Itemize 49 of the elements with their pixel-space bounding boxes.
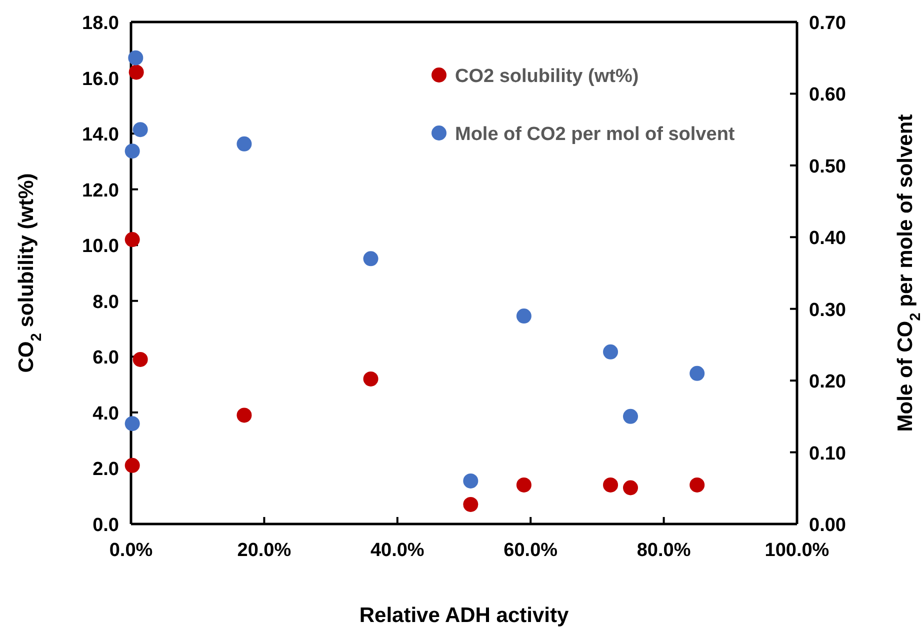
point: [236, 408, 252, 423]
point: [128, 50, 144, 66]
legend-label: Mole of CO2 per mol of solvent: [455, 124, 736, 145]
y2-tick-label: 0.00: [809, 515, 846, 536]
x-tick-label: 40.0%: [370, 540, 424, 561]
point: [132, 352, 148, 367]
x-tick-label: 80.0%: [636, 540, 691, 561]
y2-tick-label: 0.60: [809, 84, 846, 106]
point: [603, 344, 618, 360]
point: [463, 473, 478, 488]
y-tick-label: 0.0: [92, 515, 119, 536]
point: [363, 251, 378, 266]
point: [690, 477, 705, 492]
y2-tick-label: 0.20: [809, 372, 846, 393]
y-tick-label: 16.0: [82, 68, 119, 90]
y-tick-label: 18.0: [82, 13, 119, 34]
x-tick-label: 60.0%: [504, 540, 558, 561]
y2-tick-label: 0.30: [809, 300, 846, 321]
y2-tick-label: 0.40: [809, 228, 846, 250]
y-tick-label: 2.0: [92, 459, 119, 480]
point: [124, 144, 140, 159]
point: [516, 308, 532, 324]
x-tick-label: 100.0%: [764, 540, 830, 561]
point: [690, 366, 705, 381]
point: [623, 408, 638, 424]
y-tick-label: 14.0: [82, 124, 119, 146]
x-axis-title: Relative ADH activity: [359, 604, 569, 627]
y2-tick-label: 0.10: [809, 443, 846, 464]
point: [623, 480, 638, 496]
y-tick-label: 10.0: [82, 236, 119, 258]
point: [124, 416, 140, 432]
y2-tick-label: 0.70: [809, 13, 846, 34]
point: [236, 136, 252, 152]
point: [603, 477, 618, 492]
y-tick-label: 4.0: [92, 403, 119, 424]
point: [516, 477, 532, 492]
y-tick-label: 8.0: [92, 292, 119, 313]
y-tick-label: 6.0: [92, 348, 119, 369]
y-tick-label: 12.0: [82, 180, 119, 202]
y2-tick-label: 0.50: [809, 156, 846, 178]
point: [124, 232, 140, 248]
point: [124, 458, 140, 473]
legend-label: CO2 solubility (wt%): [455, 66, 639, 87]
x-tick-label: 0.0%: [109, 540, 153, 561]
point: [132, 122, 148, 138]
point: [128, 64, 144, 80]
point: [463, 496, 478, 512]
x-tick-label: 20.0%: [237, 540, 292, 561]
point: [363, 371, 378, 386]
